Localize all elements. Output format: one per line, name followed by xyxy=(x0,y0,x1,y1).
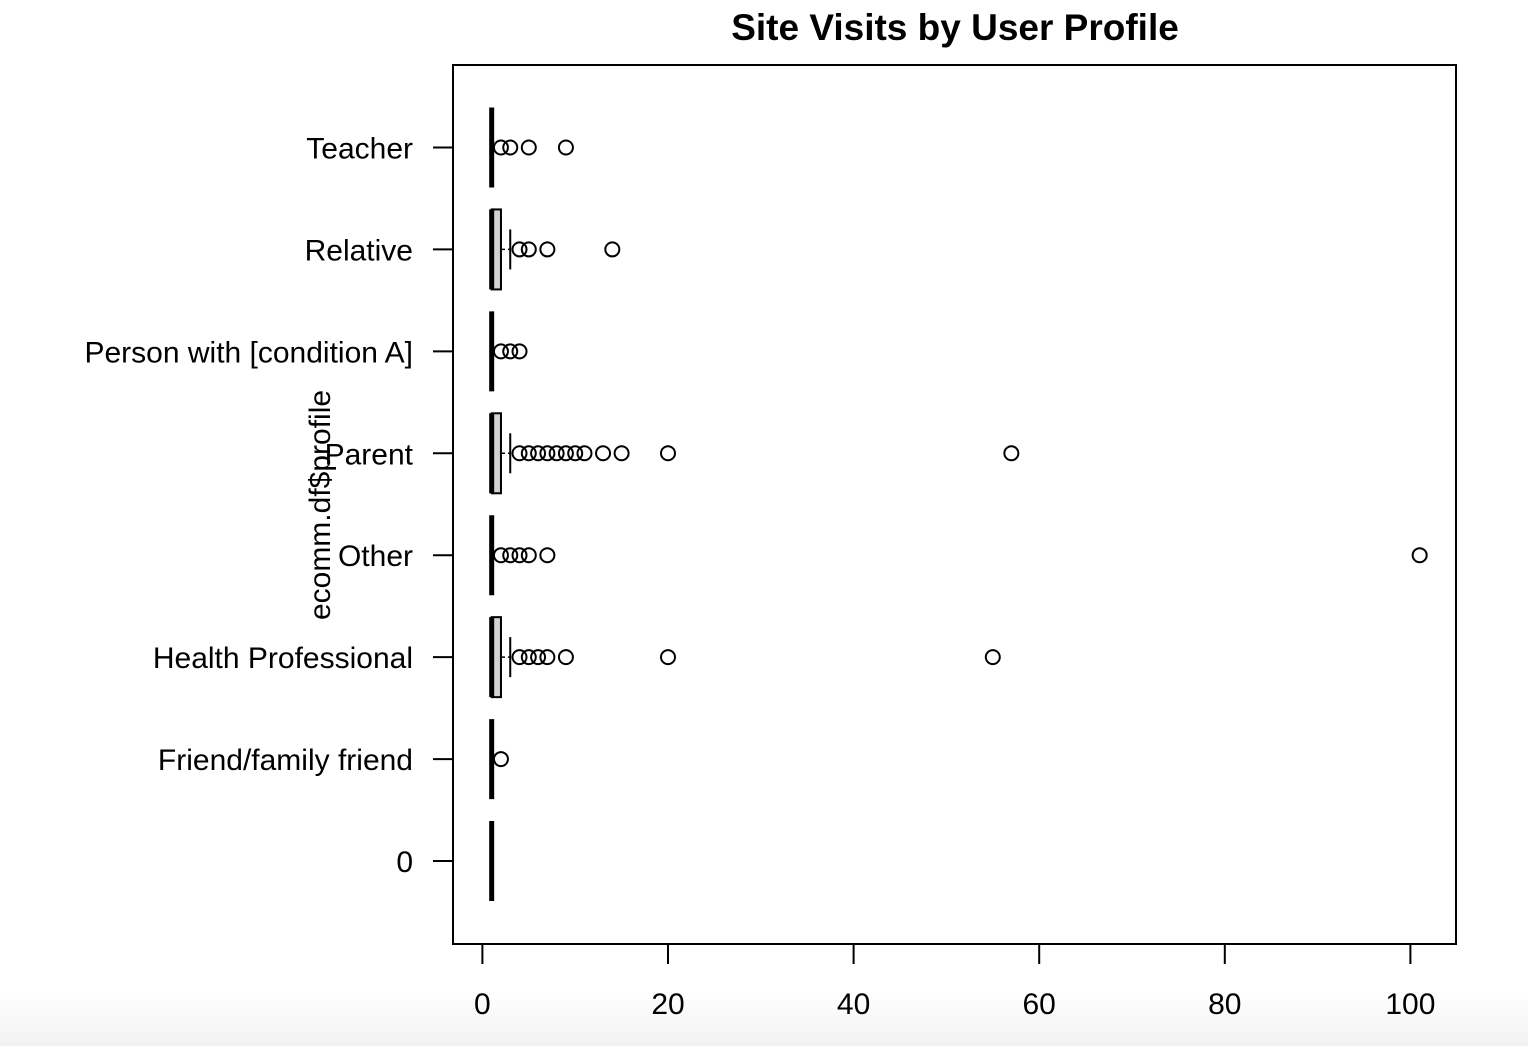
y-tick-label: Health Professional xyxy=(153,642,413,675)
outlier-point xyxy=(492,547,509,564)
outlier-point xyxy=(511,241,528,258)
outlier-point xyxy=(492,751,509,768)
outlier-point xyxy=(604,241,621,258)
outlier-point xyxy=(520,445,537,462)
outlier-point xyxy=(502,343,519,360)
outlier-point xyxy=(511,649,528,666)
chart-marks: 0 20 40 60 80 100 0 Friend/family friend Health … xyxy=(84,107,1435,1021)
outlier-point xyxy=(530,445,547,462)
outlier-point xyxy=(576,445,593,462)
outlier-point xyxy=(520,241,537,258)
outlier-point xyxy=(502,547,519,564)
outlier-point xyxy=(984,649,1001,666)
outlier-point xyxy=(1003,445,1020,462)
outlier-point xyxy=(567,445,584,462)
outlier-point xyxy=(539,445,556,462)
outlier-point xyxy=(530,649,547,666)
outlier-point xyxy=(520,139,537,156)
outlier-point xyxy=(511,445,528,462)
y-tick-label: Friend/family friend xyxy=(158,744,413,777)
y-tick-label: Person with [condition A] xyxy=(84,336,413,369)
chart-title: Site Visits by User Profile xyxy=(731,7,1179,48)
outlier-point xyxy=(511,547,528,564)
x-tick-label: 0 xyxy=(474,988,491,1021)
outlier-point xyxy=(557,139,574,156)
outlier-point xyxy=(539,547,556,564)
outlier-point xyxy=(557,445,574,462)
outlier-point xyxy=(539,241,556,258)
outlier-point xyxy=(548,445,565,462)
outlier-point xyxy=(511,343,528,360)
y-tick-label: Parent xyxy=(325,438,414,471)
x-tick-label: 80 xyxy=(1208,988,1241,1021)
x-tick-label: 40 xyxy=(837,988,870,1021)
outlier-point xyxy=(492,343,509,360)
outlier-point xyxy=(539,649,556,666)
outlier-point xyxy=(492,139,509,156)
y-axis-label: ecomm.df$profile xyxy=(304,390,337,620)
y-tick-label: Teacher xyxy=(306,132,413,165)
outlier-point xyxy=(660,649,676,666)
outlier-point xyxy=(520,649,537,666)
y-tick-label: Other xyxy=(338,540,413,573)
x-tick-label: 20 xyxy=(651,988,684,1021)
outlier-point xyxy=(557,649,574,666)
outlier-point xyxy=(613,445,630,462)
outlier-point xyxy=(520,547,537,564)
x-tick-label: 60 xyxy=(1023,988,1056,1021)
x-tick-label: 100 xyxy=(1385,988,1435,1021)
y-tick-label: Relative xyxy=(305,234,413,267)
plot-frame xyxy=(452,64,1457,945)
outlier-point xyxy=(660,445,676,462)
outlier-point xyxy=(1411,547,1428,564)
y-tick-label: 0 xyxy=(396,846,413,879)
outlier-point xyxy=(595,445,612,462)
outlier-point xyxy=(502,139,519,156)
